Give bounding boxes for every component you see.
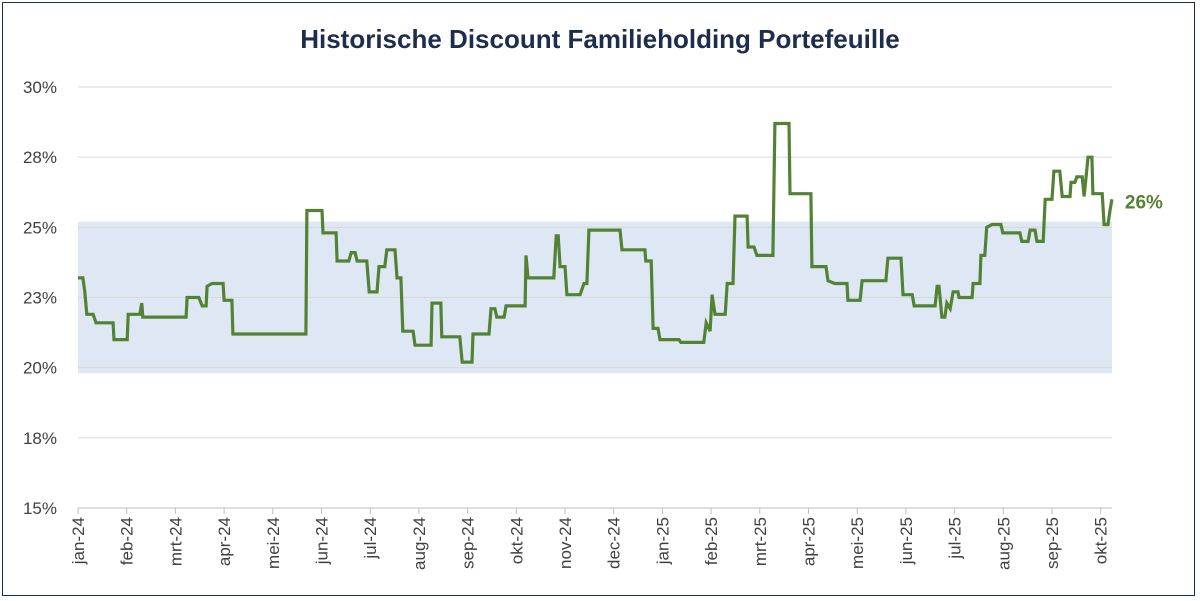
- x-tick-label: sep-25: [1043, 517, 1062, 569]
- y-tick-label: 30%: [23, 78, 57, 97]
- x-tick-label: feb-24: [118, 517, 137, 565]
- x-tick-label: okt-24: [507, 517, 526, 564]
- x-tick-label: sep-24: [459, 517, 478, 569]
- y-tick-label: 20%: [23, 359, 57, 378]
- x-tick-label: jul-25: [946, 517, 965, 560]
- x-tick-label: mei-25: [848, 517, 867, 569]
- y-tick-label: 23%: [23, 289, 57, 308]
- y-tick-label: 25%: [23, 218, 57, 237]
- x-tick-label: aug-24: [410, 517, 429, 570]
- x-tick-label: feb-25: [702, 517, 721, 565]
- x-tick-label: dec-24: [605, 517, 624, 569]
- y-tick-label: 28%: [23, 148, 57, 167]
- end-value-label: 26%: [1125, 192, 1163, 213]
- x-tick-label: nov-24: [556, 517, 575, 569]
- x-tick-label: apr-25: [800, 517, 819, 566]
- x-tick-label: jun-24: [313, 517, 332, 565]
- series-line: [78, 121, 1114, 364]
- x-tick-label: mrt-24: [166, 517, 185, 566]
- y-tick-label: 18%: [23, 429, 57, 448]
- x-tick-label: mrt-25: [751, 517, 770, 566]
- x-tick-label: apr-24: [215, 517, 234, 566]
- y-tick-label: 15%: [23, 499, 57, 518]
- x-tick-label: aug-25: [994, 517, 1013, 570]
- x-tick-label: okt-25: [1092, 517, 1111, 564]
- x-tick-label: jun-25: [897, 517, 916, 565]
- x-tick-label: jan-24: [69, 517, 88, 565]
- x-tick-label: jan-25: [653, 517, 672, 565]
- chart-title: Historische Discount Familieholding Port…: [300, 24, 900, 54]
- x-tick-label: jul-24: [361, 517, 380, 560]
- x-tick-label: mei-24: [264, 517, 283, 569]
